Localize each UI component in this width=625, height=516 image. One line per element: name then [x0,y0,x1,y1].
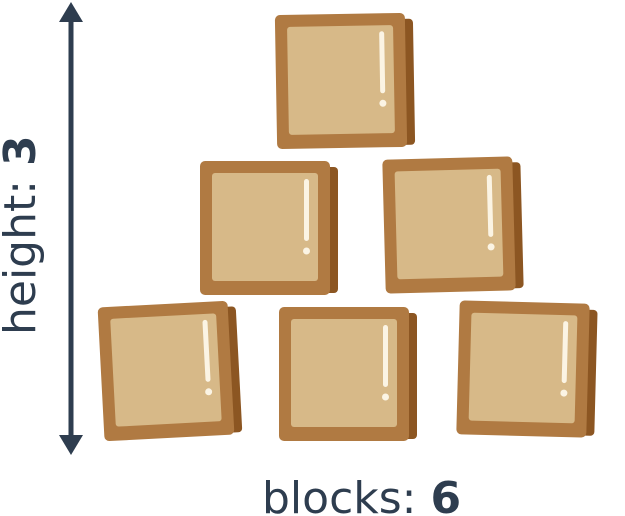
block-top [274,12,416,150]
arrow-up-icon [59,2,83,22]
block-bottom-right [456,300,598,438]
arrow-down-icon [59,435,83,455]
block-middle-left [200,161,338,295]
height-label: height: 3 [0,135,46,335]
height-arrow [59,2,83,455]
block-middle-right [382,156,524,294]
block-bottom-left [97,300,243,442]
blocks-label: blocks: 6 [262,473,461,516]
block-bottom-middle [279,307,417,441]
